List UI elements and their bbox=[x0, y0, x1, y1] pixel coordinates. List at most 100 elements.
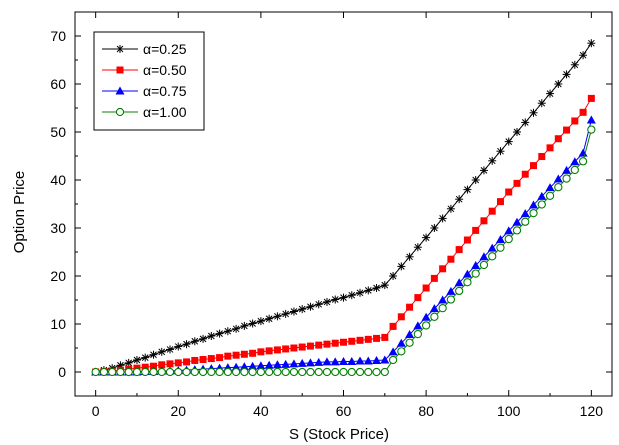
data-point--0-25 bbox=[207, 332, 216, 340]
data-point--1-00 bbox=[438, 304, 447, 313]
data-point--0-25 bbox=[471, 176, 480, 184]
data-point--0-50 bbox=[158, 361, 166, 369]
data-point--1-00 bbox=[537, 200, 546, 209]
data-point--0-75 bbox=[396, 338, 406, 347]
y-tick-label: 10 bbox=[50, 316, 66, 332]
data-point--0-25 bbox=[132, 356, 141, 364]
data-point--0-25 bbox=[273, 312, 282, 321]
data-point--0-25 bbox=[157, 347, 166, 356]
data-point--1-00 bbox=[331, 367, 340, 377]
data-point--0-50 bbox=[290, 344, 298, 352]
data-point--0-75 bbox=[479, 252, 489, 261]
data-point--1-00 bbox=[215, 367, 224, 377]
data-point--1-00 bbox=[488, 252, 497, 261]
legend: α=0.25 α=0.50 α=0.75 α=1.00 bbox=[93, 31, 205, 131]
data-point--0-25 bbox=[529, 108, 538, 117]
data-point--0-25 bbox=[124, 358, 133, 367]
data-point--0-50 bbox=[306, 342, 314, 350]
data-point--1-00 bbox=[413, 329, 423, 339]
data-point--0-50 bbox=[447, 255, 455, 263]
data-point--0-25 bbox=[298, 305, 307, 314]
data-point--0-25 bbox=[256, 317, 265, 326]
data-point--0-25 bbox=[265, 314, 274, 323]
series-line--0-50 bbox=[95, 98, 592, 373]
data-point--1-00 bbox=[570, 165, 579, 175]
data-point--0-75 bbox=[537, 191, 547, 200]
data-point--0-50 bbox=[505, 188, 513, 196]
data-point--1-00 bbox=[347, 367, 356, 377]
data-point--0-25 bbox=[579, 51, 588, 60]
y-tick-label: 60 bbox=[50, 76, 66, 92]
data-point--0-50 bbox=[472, 226, 480, 234]
data-point--0-25 bbox=[496, 147, 505, 156]
data-point--1-00 bbox=[521, 217, 530, 226]
data-point--1-00 bbox=[207, 367, 216, 377]
data-point--0-50 bbox=[530, 162, 538, 170]
data-point--1-00 bbox=[174, 367, 183, 377]
data-point--0-75 bbox=[264, 360, 274, 369]
data-point--0-50 bbox=[406, 303, 414, 311]
data-point--0-25 bbox=[141, 353, 150, 362]
data-point--0-75 bbox=[520, 209, 530, 218]
y-tick-label: 70 bbox=[50, 28, 66, 44]
data-point--0-50 bbox=[521, 170, 529, 178]
data-point--1-00 bbox=[223, 367, 232, 377]
data-point--0-50 bbox=[463, 236, 471, 244]
data-point--1-00 bbox=[281, 367, 290, 377]
legend-box bbox=[93, 31, 205, 131]
data-point--0-50 bbox=[183, 358, 191, 366]
data-point--1-00 bbox=[446, 295, 456, 304]
data-point--0-25 bbox=[356, 288, 365, 297]
data-point--0-25 bbox=[479, 166, 488, 175]
data-point--0-25 bbox=[554, 80, 563, 88]
data-point--0-50 bbox=[480, 217, 488, 225]
data-point--0-75 bbox=[454, 278, 464, 287]
data-point--1-00 bbox=[562, 174, 571, 183]
data-point--1-00 bbox=[322, 367, 332, 377]
data-point--0-50 bbox=[216, 354, 224, 362]
series-line--1-00 bbox=[95, 129, 592, 373]
data-point--1-00 bbox=[182, 367, 191, 377]
data-point--0-25 bbox=[380, 281, 389, 290]
data-point--0-25 bbox=[166, 345, 175, 354]
data-point--0-25 bbox=[240, 321, 249, 330]
data-point--1-00 bbox=[91, 367, 100, 377]
data-point--0-50 bbox=[199, 356, 207, 364]
data-point--0-50 bbox=[554, 135, 562, 143]
data-point--0-25 bbox=[223, 327, 232, 336]
data-point--0-50 bbox=[149, 362, 157, 370]
x-tick-label: 120 bbox=[580, 403, 604, 419]
data-point--1-00 bbox=[388, 355, 398, 365]
data-point--1-00 bbox=[165, 367, 175, 377]
data-point--0-25 bbox=[289, 307, 298, 316]
data-point--0-50 bbox=[249, 349, 257, 357]
data-point--0-50 bbox=[389, 322, 397, 330]
data-point--0-50 bbox=[348, 337, 356, 345]
data-point--0-25 bbox=[463, 185, 472, 194]
data-point--0-25 bbox=[389, 272, 398, 280]
data-point--0-25 bbox=[397, 262, 406, 271]
data-point--0-75 bbox=[413, 321, 423, 330]
data-point--1-00 bbox=[554, 183, 563, 192]
data-point--0-50 bbox=[323, 340, 331, 348]
data-point--0-50 bbox=[257, 348, 265, 356]
legend-label--0-50: α=0.50 bbox=[143, 62, 187, 78]
plot-area: 0 20 40 60 80 100 120 0 10 20 30 40 50 60 70 bbox=[50, 11, 613, 419]
data-point--0-50 bbox=[513, 179, 521, 187]
data-point--0-50 bbox=[563, 126, 571, 134]
x-axis-title: S (Stock Price) bbox=[289, 426, 389, 443]
data-point--0-50 bbox=[265, 347, 273, 355]
series-line--0-75 bbox=[95, 119, 592, 373]
data-point--0-75 bbox=[297, 358, 307, 367]
legend-label--0-75: α=0.75 bbox=[143, 83, 187, 99]
data-point--0-75 bbox=[471, 260, 481, 269]
data-point--0-50 bbox=[298, 343, 306, 351]
data-point--0-50 bbox=[166, 360, 174, 368]
legend-marker--0-75 bbox=[115, 86, 125, 95]
data-point--0-75 bbox=[248, 361, 258, 370]
data-point--0-25 bbox=[364, 286, 373, 295]
data-point--1-00 bbox=[479, 260, 489, 270]
data-point--0-25 bbox=[372, 284, 381, 292]
data-point--1-00 bbox=[240, 367, 249, 377]
data-point--0-50 bbox=[579, 108, 587, 116]
